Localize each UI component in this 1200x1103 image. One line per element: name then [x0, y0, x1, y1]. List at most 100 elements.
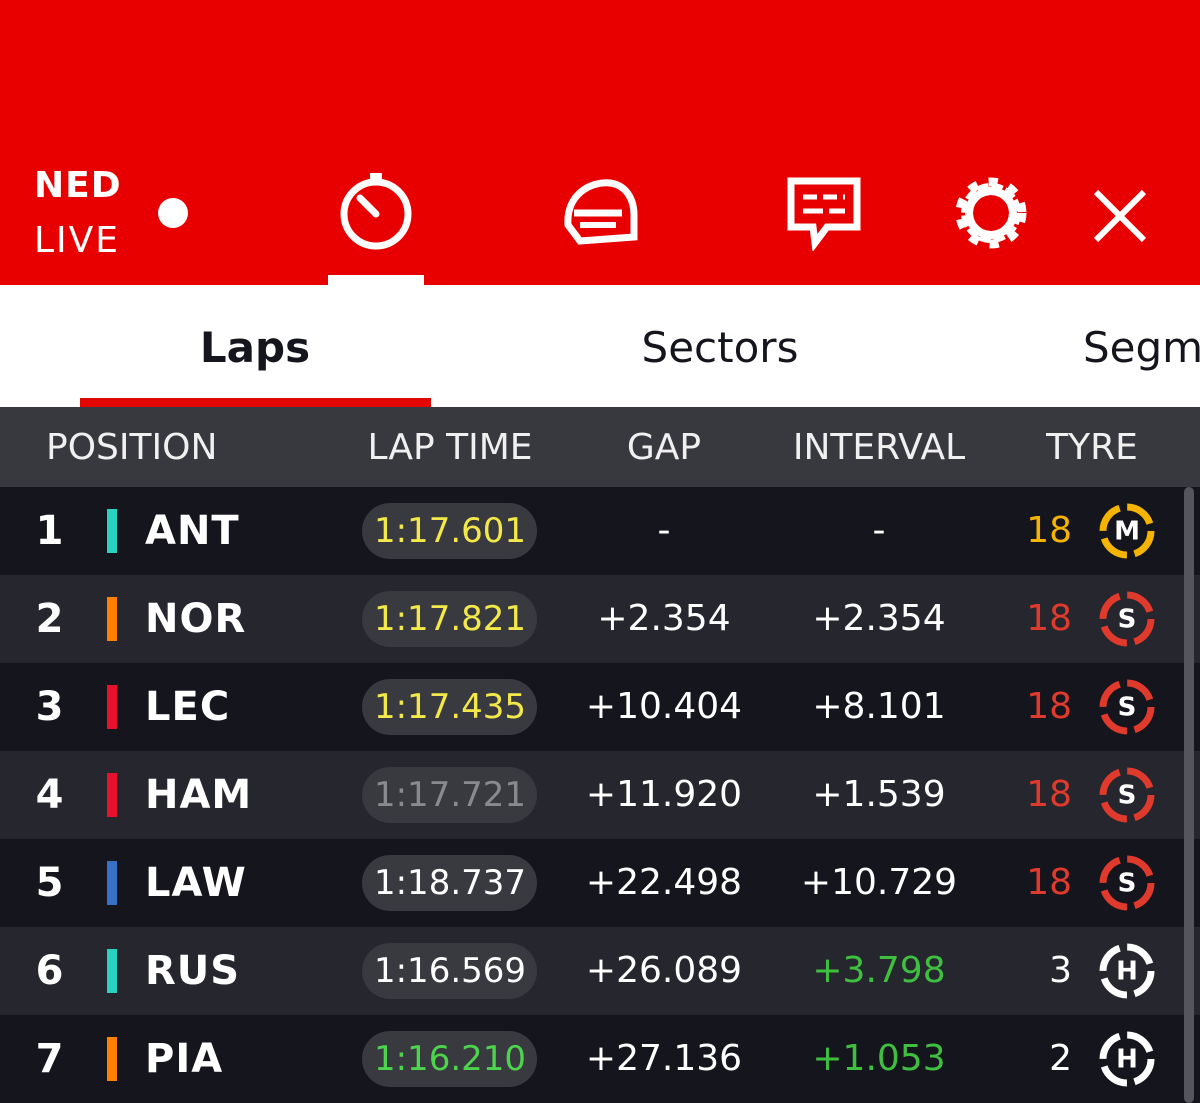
- driver-code: NOR: [145, 596, 247, 642]
- gap: +27.136: [585, 1038, 743, 1079]
- lap-time: 1:16.210: [373, 1039, 527, 1079]
- table-row[interactable]: 5 LAW 1:18.737 +22.498 +10.729 18 S: [0, 839, 1200, 927]
- tab[interactable]: Sectors: [641, 323, 799, 372]
- gap: +10.404: [585, 686, 743, 727]
- position: 4: [35, 772, 65, 818]
- position: 3: [35, 684, 65, 730]
- team-color-bar: [107, 1037, 117, 1081]
- tab-underline: [80, 398, 431, 407]
- column-header: TYRE: [1046, 427, 1138, 468]
- table-row[interactable]: 7 PIA 1:16.210 +27.136 +1.053 2 H: [0, 1015, 1200, 1103]
- tyre-compound: H: [1116, 957, 1138, 987]
- tyre-compound: S: [1118, 869, 1137, 899]
- driver-icon[interactable]: [560, 175, 640, 251]
- interval: +1.053: [812, 1038, 946, 1079]
- tyre-ring: [1099, 855, 1155, 911]
- lap-time-pill: [362, 679, 537, 735]
- gap: +22.498: [585, 862, 743, 903]
- gap: +11.920: [585, 774, 743, 815]
- team-color-bar: [107, 949, 117, 993]
- interval: -: [872, 510, 886, 551]
- team-color-bar: [107, 685, 117, 729]
- table-row[interactable]: 3 LEC 1:17.435 +10.404 +8.101 18 S: [0, 663, 1200, 751]
- column-header: LAP TIME: [367, 427, 533, 468]
- team-color-bar: [107, 861, 117, 905]
- tyre-laps: 3: [1049, 950, 1072, 991]
- tyre-ring: [1099, 1031, 1155, 1087]
- tyre-icon: H: [1099, 943, 1155, 999]
- messages-icon[interactable]: [785, 175, 865, 251]
- position: 2: [35, 596, 65, 642]
- table-row[interactable]: 2 NOR 1:17.821 +2.354 +2.354 18 S: [0, 575, 1200, 663]
- interval: +8.101: [812, 686, 946, 727]
- lap-time: 1:16.569: [373, 951, 527, 991]
- tyre-compound: S: [1118, 781, 1137, 811]
- tyre-laps: 2: [1049, 1038, 1072, 1079]
- position: 5: [35, 860, 65, 906]
- tyre-compound: M: [1114, 517, 1140, 547]
- tyre-icon: S: [1099, 679, 1155, 735]
- tyre-icon: S: [1099, 591, 1155, 647]
- session-code: NED: [34, 165, 122, 206]
- position: 7: [35, 1036, 65, 1082]
- table-row[interactable]: 4 HAM 1:17.721 +11.920 +1.539 18 S: [0, 751, 1200, 839]
- driver-code: HAM: [145, 772, 253, 818]
- lap-time: 1:18.737: [373, 863, 527, 903]
- tyre-compound: S: [1118, 693, 1137, 723]
- column-header: GAP: [626, 427, 702, 468]
- lap-time: 1:17.601: [373, 511, 527, 551]
- driver-code: RUS: [145, 948, 241, 994]
- table-row[interactable]: 6 RUS 1:16.569 +26.089 +3.798 3 H: [0, 927, 1200, 1015]
- gap: +2.354: [597, 598, 731, 639]
- driver-code: LEC: [145, 684, 231, 730]
- settings-icon[interactable]: [951, 173, 1031, 253]
- tyre-ring: [1099, 943, 1155, 999]
- top-bar: NED LIVE: [0, 0, 1200, 285]
- team-color-bar: [107, 597, 117, 641]
- interval: +3.798: [812, 950, 946, 991]
- tab[interactable]: Laps: [199, 323, 311, 372]
- tyre-ring: [1099, 591, 1155, 647]
- tyre-ring: [1099, 679, 1155, 735]
- team-color-bar: [107, 773, 117, 817]
- lap-time: 1:17.821: [373, 599, 527, 639]
- position: 6: [35, 948, 65, 994]
- lap-time: 1:17.435: [373, 687, 527, 727]
- table-header: POSITION LAP TIME GAP INTERVAL TYRE: [0, 407, 1200, 487]
- tyre-icon: M: [1099, 503, 1155, 559]
- lap-time-pill: [362, 943, 537, 999]
- tab[interactable]: Segments: [1083, 323, 1200, 372]
- lap-time: 1:17.721: [373, 775, 527, 815]
- tyre-laps: 18: [1026, 862, 1072, 903]
- tyre-icon: H: [1099, 1031, 1155, 1087]
- tyre-laps: 18: [1026, 774, 1072, 815]
- tyre-laps: 18: [1026, 598, 1072, 639]
- tyre-ring: [1099, 767, 1155, 823]
- column-header: POSITION: [46, 427, 218, 468]
- lap-time-pill: [362, 591, 537, 647]
- tyre-compound: S: [1118, 605, 1137, 635]
- tab-bar: Laps Sectors Segments: [0, 285, 1200, 407]
- driver-code: ANT: [145, 508, 240, 554]
- interval: +1.539: [812, 774, 946, 815]
- timing-icon[interactable]: [330, 170, 422, 262]
- scrollbar: [1184, 487, 1194, 1103]
- tyre-laps: 18: [1026, 510, 1072, 551]
- position: 1: [35, 508, 65, 554]
- gap: -: [657, 510, 671, 551]
- gap: +26.089: [585, 950, 743, 991]
- table-row[interactable]: 1 ANT 1:17.601 - - 18 M: [0, 487, 1200, 575]
- lap-time-pill: [362, 855, 537, 911]
- interval: +2.354: [812, 598, 946, 639]
- lap-time-pill: [362, 503, 537, 559]
- driver-code: LAW: [145, 860, 247, 906]
- team-color-bar: [107, 509, 117, 553]
- close-icon[interactable]: [1092, 188, 1148, 244]
- lap-time-pill: [362, 767, 537, 823]
- session-status: LIVE: [34, 220, 121, 261]
- tyre-ring: [1099, 503, 1155, 559]
- tyre-icon: S: [1099, 855, 1155, 911]
- driver-code: PIA: [145, 1036, 224, 1082]
- live-dot: [158, 198, 188, 228]
